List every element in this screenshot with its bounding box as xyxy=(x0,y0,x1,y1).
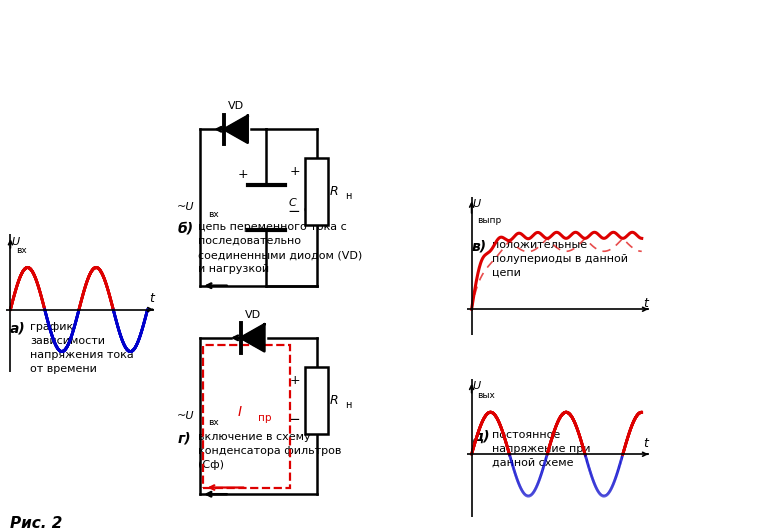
Text: VD: VD xyxy=(228,102,244,111)
Text: включение в схему
конденсатора фильтров
(Сф): включение в схему конденсатора фильтров … xyxy=(198,432,342,470)
Text: R: R xyxy=(330,185,339,198)
Text: вых: вых xyxy=(477,390,496,400)
Bar xyxy=(203,345,290,487)
Text: положительные
полупериоды в данной
цепи: положительные полупериоды в данной цепи xyxy=(492,240,628,278)
Text: R: R xyxy=(330,394,339,407)
Text: выпр: выпр xyxy=(477,216,502,225)
Text: U: U xyxy=(11,237,20,246)
Text: ~U: ~U xyxy=(177,411,194,421)
Text: −: − xyxy=(287,412,300,427)
Text: вх: вх xyxy=(16,246,27,255)
Text: постоянное
напряжение при
данной схеме: постоянное напряжение при данной схеме xyxy=(492,430,591,468)
Text: б): б) xyxy=(178,222,194,236)
Text: Рис. 2: Рис. 2 xyxy=(10,516,62,531)
Text: д): д) xyxy=(472,430,490,444)
Text: −: − xyxy=(287,204,300,219)
Text: VD: VD xyxy=(245,310,261,320)
Text: ~U: ~U xyxy=(177,203,194,212)
Text: +: + xyxy=(289,373,300,387)
Text: в): в) xyxy=(472,240,487,254)
Text: вх: вх xyxy=(208,210,219,219)
Text: н: н xyxy=(345,400,351,410)
Text: ф: ф xyxy=(303,205,311,214)
Text: г): г) xyxy=(178,432,191,446)
Text: U: U xyxy=(473,381,480,391)
Text: C: C xyxy=(288,198,296,208)
Bar xyxy=(305,367,328,434)
Text: U: U xyxy=(473,199,480,209)
Text: +: + xyxy=(238,168,248,181)
Text: t: t xyxy=(644,297,648,310)
Text: +: + xyxy=(289,165,300,178)
Polygon shape xyxy=(224,116,247,143)
Text: вх: вх xyxy=(208,418,219,427)
Bar xyxy=(305,159,328,226)
Text: пр: пр xyxy=(258,413,272,423)
Text: график
зависимости
напряжения тока
от времени: график зависимости напряжения тока от вр… xyxy=(30,322,134,374)
Text: а): а) xyxy=(10,322,26,336)
Text: t: t xyxy=(644,437,648,450)
Text: н: н xyxy=(345,192,351,201)
Polygon shape xyxy=(241,325,264,351)
Text: t: t xyxy=(150,292,154,305)
Text: I: I xyxy=(238,404,241,419)
Text: цепь переменного тока с
последовательно
соединенными диодом (VD)
и нагрузкой: цепь переменного тока с последовательно … xyxy=(198,222,362,274)
